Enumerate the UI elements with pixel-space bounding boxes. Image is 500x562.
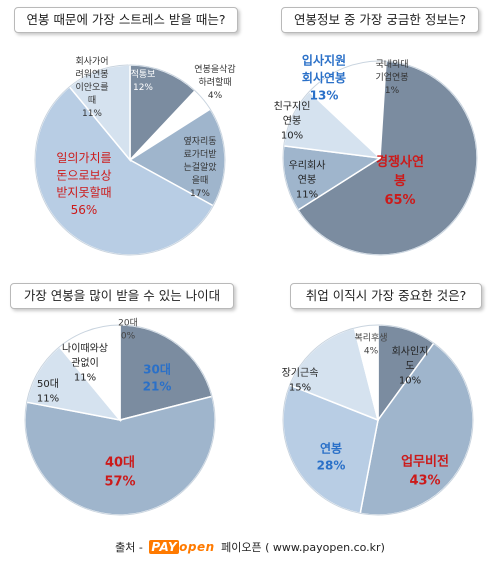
slice-label: 40대 57% — [104, 456, 135, 490]
slice-label: 장기근속 15% — [282, 367, 319, 394]
chart-title: 연봉정보 중 가장 궁금한 정보는? — [281, 7, 479, 33]
slice-label: 일의가치를 돈으로보상 받지못할때 56% — [56, 151, 111, 217]
logo-right: open — [179, 540, 215, 554]
slice-label: 연봉 28% — [317, 440, 346, 472]
pie-chart-curious-info: 국내외대 기업연봉 1% 경쟁사연 봉 65% 우리회사 연봉 11% 친구지인 연봉 10%입사지원… — [274, 53, 478, 256]
slice-label: 회사가어 려워연봉 이안오를 때 11% — [75, 56, 108, 119]
slice-label: 나이때와상 관없이 11% — [62, 343, 108, 384]
chart-panel-job-change: 취업 이직시 가장 중요한 것은? 회사인지 도 10% 업무비전 43% 연봉 28% 장기… — [250, 268, 500, 534]
pie-chart-age: 20대 0% 30대 21% 40대 57% 50대 11%나이때와상 관없이 11% — [24, 317, 216, 516]
slice-label: 회사의일방 적통보 12% — [122, 56, 163, 93]
payopen-logo: PAY open — [149, 539, 214, 555]
source-footer: 출처 - PAY open 페이오픈 ( www.payopen.co.kr) — [0, 539, 500, 556]
slice-label: 우리회사 연봉 11% — [289, 160, 326, 201]
slice-label: 50대 11% — [37, 378, 59, 405]
chart-panel-curious-info: 연봉정보 중 가장 궁금한 정보는? 국내외대 기업연봉 1% 경쟁사연 봉 65% 우리회… — [250, 0, 500, 268]
slice-label: 20대 0% — [118, 317, 138, 341]
slice-label: 복리후생 4% — [354, 332, 387, 356]
pie-outline — [282, 324, 474, 516]
slice-label: 경쟁사연 봉 65% — [376, 154, 424, 208]
slice-label: 국내외대 기업연봉 1% — [375, 58, 408, 96]
source-prefix: 출처 - — [115, 541, 143, 554]
pie-outline — [24, 324, 216, 516]
pie-outline — [282, 60, 478, 256]
slice-label: 회사인지 도 10% — [392, 346, 429, 387]
chart-panel-stress: 연봉 때문에 가장 스트레스 받을 때는? 회사의일방 적통보 12% 연봉을삭감 하려… — [0, 0, 250, 268]
pie-chart-job-change: 회사인지 도 10% 업무비전 43% 연봉 28% 장기근속 15% 복리후생 4% — [282, 324, 474, 516]
logo-left: PAY — [149, 540, 180, 554]
pie-outline — [34, 64, 226, 256]
source-suffix: 페이오픈 ( www.payopen.co.kr) — [221, 541, 385, 554]
slice-label: 연봉을삭감 하려할때 4% — [194, 63, 235, 101]
chart-title: 가장 연봉을 많이 받을 수 있는 나이대 — [10, 283, 234, 309]
slice-label: 친구지인 연봉 10% — [274, 101, 311, 142]
chart-title: 연봉 때문에 가장 스트레스 받을 때는? — [14, 7, 238, 33]
slice-label: 입사지원 회사연봉 13% — [302, 53, 346, 103]
chart-title: 취업 이직시 가장 중요한 것은? — [290, 283, 482, 309]
pie-chart-stress: 회사의일방 적통보 12% 연봉을삭감 하려할때 4% 옆자리동 료가더받 는걸알았 을때 17% 일… — [34, 56, 236, 256]
chart-panel-age: 가장 연봉을 많이 받을 수 있는 나이대 20대 0% 30대 21% 40대 57% 5… — [0, 268, 250, 534]
slice-label: 업무비전 43% — [401, 454, 449, 489]
slice-label: 옆자리동 료가더받 는걸알았 을때 17% — [183, 136, 216, 199]
slice-label: 30대 21% — [143, 362, 172, 393]
